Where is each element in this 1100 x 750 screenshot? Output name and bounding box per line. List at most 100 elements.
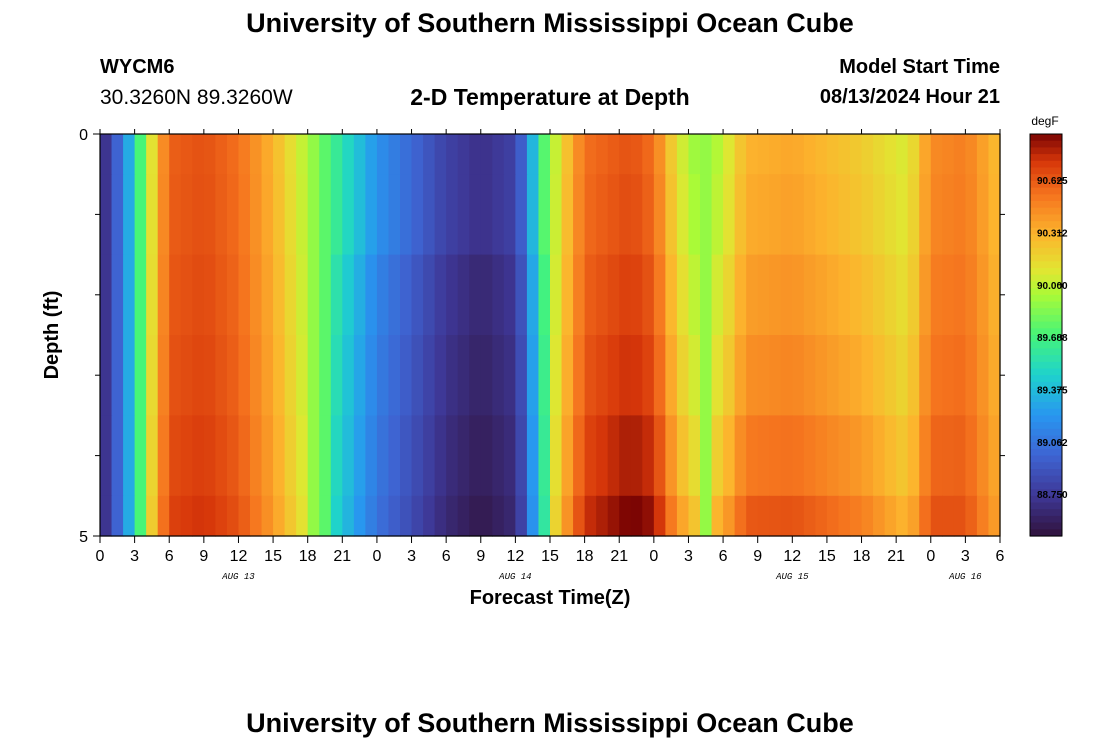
heatmap-cell (180, 335, 193, 416)
heatmap-cell (238, 134, 251, 175)
heatmap-cell (226, 335, 240, 416)
heatmap-cell (561, 415, 574, 497)
heatmap-cell (665, 335, 678, 416)
heatmap-cell (746, 415, 759, 497)
heatmap-cell (676, 174, 690, 256)
colorbar-segment (1030, 194, 1062, 202)
colorbar-segment (1030, 462, 1062, 470)
x-tick-label: 6 (165, 548, 174, 565)
heatmap-cell (365, 174, 378, 256)
heatmap-cell (480, 335, 493, 416)
main-title: University of Southern Mississippi Ocean… (246, 8, 854, 38)
heatmap-cell (400, 495, 413, 537)
heatmap-cell (700, 335, 713, 416)
heatmap-cell (434, 254, 447, 336)
heatmap-cell (653, 335, 666, 416)
colorbar-segment (1030, 335, 1062, 343)
heatmap-cell (988, 134, 1001, 175)
heatmap-cell (596, 415, 609, 497)
heatmap-cell (584, 254, 597, 336)
colorbar-tick-label: 88.750 (1037, 490, 1068, 501)
colorbar-segment (1030, 422, 1062, 430)
heatmap-cell (342, 174, 355, 256)
colorbar-segment (1030, 408, 1062, 416)
colorbar-segment (1030, 207, 1062, 215)
heatmap-cell (192, 335, 205, 416)
heatmap-cell (596, 495, 609, 537)
heatmap-cell (653, 134, 666, 175)
heatmap-cell (353, 495, 366, 537)
heatmap-cell (526, 495, 540, 537)
heatmap-cell (180, 134, 193, 175)
heatmap-cell (573, 415, 586, 497)
heatmap-cell (100, 174, 113, 256)
heatmap-cell (826, 254, 840, 336)
heatmap-cell (342, 415, 355, 497)
heatmap-cell (988, 495, 1001, 537)
heatmap-cell (100, 134, 113, 175)
heatmap-cell (376, 495, 390, 537)
heatmap-cell (480, 415, 493, 497)
heatmap-cell (226, 415, 240, 497)
heatmap-cell (769, 254, 782, 336)
heatmap-cell (342, 254, 355, 336)
heatmap-cell (515, 134, 528, 175)
heatmap-cell (526, 134, 540, 175)
heatmap-cell (503, 254, 516, 336)
heatmap-cell (919, 174, 932, 256)
heatmap-cell (873, 335, 886, 416)
heatmap-cell (700, 134, 713, 175)
heatmap-cell (284, 254, 297, 336)
heatmap-cell (100, 254, 113, 336)
heatmap-cell (596, 134, 609, 175)
heatmap-cell (480, 495, 493, 537)
heatmap-cell (273, 134, 286, 175)
heatmap-cell (376, 134, 390, 175)
heatmap-cell (376, 415, 390, 497)
y-axis-title: Depth (ft) (41, 291, 63, 380)
heatmap-cell (596, 335, 609, 416)
heatmap-cell (273, 415, 286, 497)
colorbar-segment (1030, 509, 1062, 517)
heatmap-cell (169, 134, 182, 175)
heatmap-cell (561, 495, 574, 537)
colorbar-frame (1029, 133, 1063, 537)
heatmap-cell (215, 174, 228, 256)
heatmap-cell (930, 415, 943, 497)
heatmap-cell (376, 174, 390, 256)
y-tick-label: 0 (79, 127, 88, 144)
colorbar-segment (1030, 348, 1062, 356)
heatmap-cell (388, 335, 401, 416)
heatmap-cell (134, 495, 147, 537)
x-tick-label: 3 (407, 548, 416, 565)
heatmap-cell (446, 254, 459, 336)
heatmap-cell (757, 415, 770, 497)
heatmap-cell (607, 254, 620, 336)
heatmap-cell (757, 254, 770, 336)
y-axis-ticks: 05 (79, 127, 1005, 546)
heatmap-cell (515, 174, 528, 256)
x-tick-label: 9 (753, 548, 762, 565)
colorbar-unit: degF (1031, 114, 1058, 128)
heatmap-cell (538, 134, 551, 175)
heatmap-cell (665, 415, 678, 497)
heatmap-cell (769, 495, 782, 537)
heatmap-cell (411, 134, 424, 175)
heatmap-cell (988, 174, 1001, 256)
heatmap-cell (630, 174, 643, 256)
heatmap-cell (388, 134, 401, 175)
heatmap-cell (226, 134, 240, 175)
heatmap-cell (850, 254, 863, 336)
heatmap-cell (965, 495, 978, 537)
heatmap-cell (942, 134, 955, 175)
heatmap-cell (526, 335, 540, 416)
heatmap-cell (907, 335, 920, 416)
heatmap-cell (411, 495, 424, 537)
heatmap-cell (146, 415, 159, 497)
heatmap-cell (353, 134, 366, 175)
heatmap-cell (780, 335, 793, 416)
heatmap-cell (700, 174, 713, 256)
heatmap-cell (469, 134, 482, 175)
day-label: AUG 13 (221, 572, 255, 582)
heatmap-cell (169, 495, 182, 537)
